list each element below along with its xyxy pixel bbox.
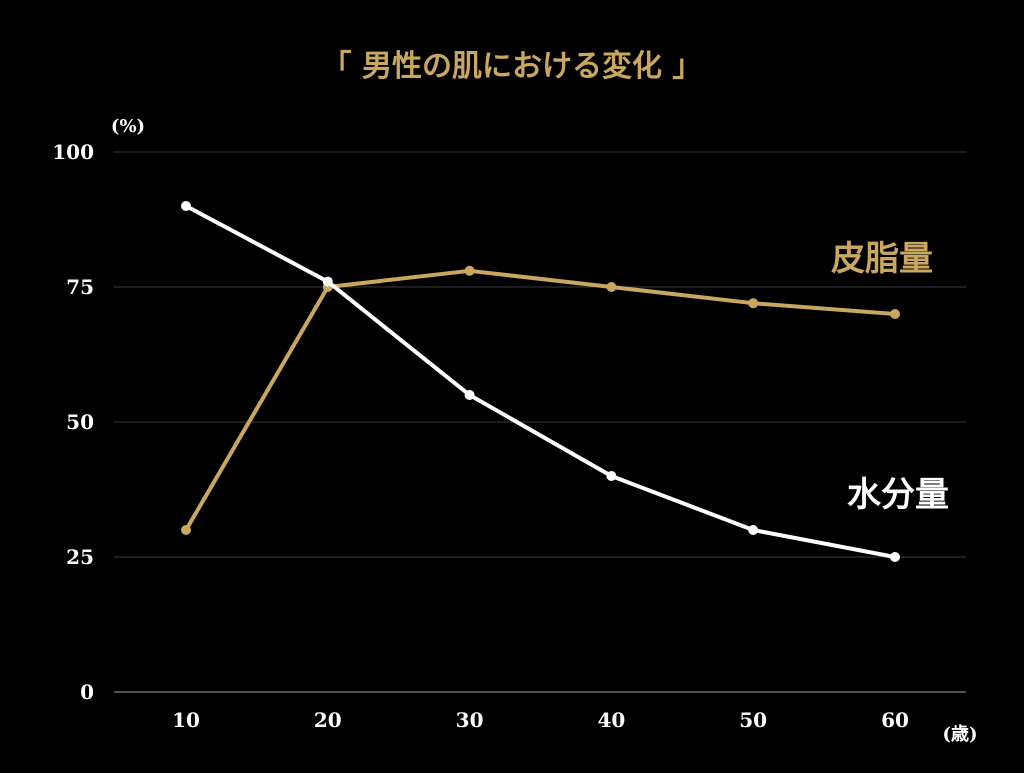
series-lines [181, 201, 900, 562]
grid-lines [114, 151, 966, 558]
series-label: 皮脂量 [831, 239, 933, 279]
data-point [606, 471, 617, 481]
data-point [181, 525, 191, 535]
y-tick-label: 50 [66, 410, 94, 434]
data-point [464, 265, 475, 276]
y-tick-label: 25 [66, 545, 94, 569]
data-point [181, 201, 191, 211]
data-point [890, 552, 900, 562]
x-tick-label: 10 [172, 708, 200, 732]
data-point [322, 276, 333, 287]
data-point [748, 525, 759, 535]
series-2 [181, 201, 900, 562]
data-point [890, 309, 900, 319]
axes: 100 75 50 25 0 10 20 30 40 50 60 [52, 140, 966, 732]
x-tick-label: 60 [881, 708, 909, 732]
y-axis-unit: (%) [111, 116, 145, 137]
series-1 [181, 265, 900, 535]
data-point [606, 282, 617, 292]
y-tick-label: 0 [80, 680, 94, 704]
x-tick-label: 50 [739, 708, 767, 732]
chart-title: 「 男性の肌における変化 」 [322, 49, 703, 84]
y-tick-label: 75 [66, 275, 94, 299]
x-tick-label: 20 [314, 708, 342, 732]
data-point [748, 298, 759, 309]
series-label: 水分量 [847, 475, 949, 515]
series-line [184, 268, 897, 532]
y-tick-label: 100 [52, 140, 94, 164]
data-point [464, 390, 475, 400]
series-line [184, 204, 897, 559]
x-tick-label: 30 [456, 708, 484, 732]
x-axis-unit: (歳) [942, 724, 977, 745]
x-tick-label: 40 [597, 708, 625, 732]
